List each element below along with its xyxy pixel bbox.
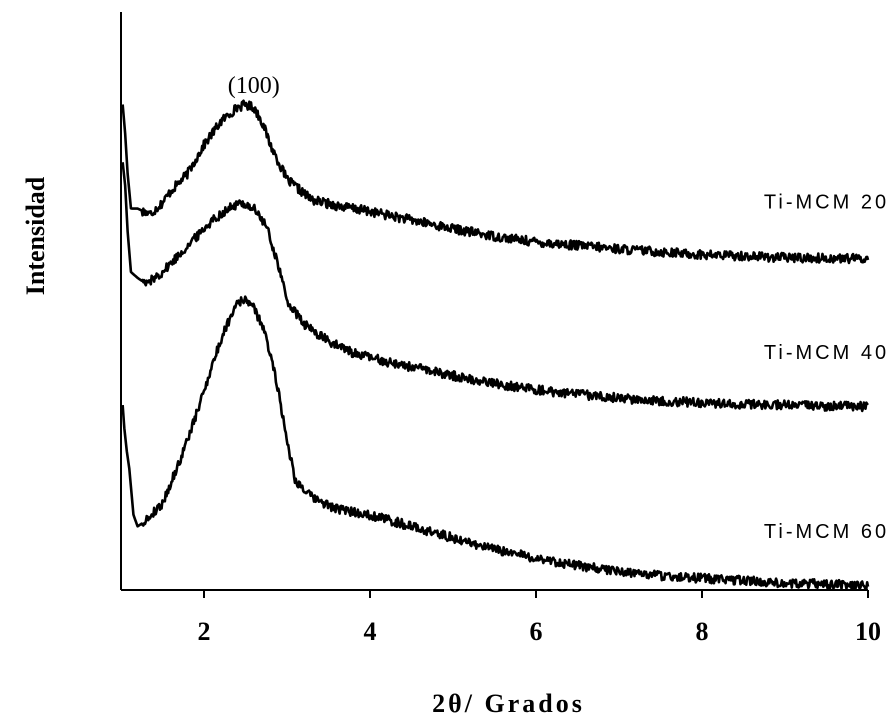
x-tick-label: 2 xyxy=(198,617,211,646)
axes xyxy=(120,12,869,598)
series-label: Ti-MCM 20 xyxy=(764,192,888,214)
series-line xyxy=(121,162,869,413)
labels: 2 4 6 8 10 2θ/ Grados Intensidad Ti-MCM 20 Ti-MC… xyxy=(21,73,888,718)
peak-annotation: (100) xyxy=(228,73,280,99)
y-axis-title: Intensidad xyxy=(21,176,50,295)
x-tick-label: 6 xyxy=(530,617,543,646)
series-label: Ti-MCM 60 xyxy=(764,521,888,543)
series-label: Ti-MCM 40 xyxy=(764,342,888,364)
x-tick-label: 4 xyxy=(364,617,377,646)
x-axis-title: 2θ/ Grados xyxy=(432,689,585,718)
series-line xyxy=(121,99,870,265)
series-line xyxy=(121,295,870,591)
x-tick-label: 8 xyxy=(696,617,709,646)
plot-area xyxy=(121,99,870,591)
x-tick-label: 10 xyxy=(855,617,881,646)
